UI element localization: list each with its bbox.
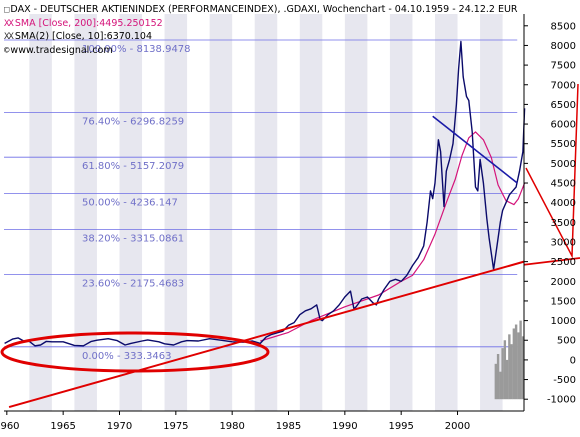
y-tick-label-13: 5500 xyxy=(551,139,576,150)
year-band-4 xyxy=(209,14,233,411)
volume-bar-7 xyxy=(510,344,513,400)
year-band-7 xyxy=(344,14,368,411)
x-tick-label-4: 1980 xyxy=(219,421,244,432)
fib-label-5: 23.60% - 2175.4683 xyxy=(82,278,184,289)
y-tick-label-0: -1000 xyxy=(547,395,576,406)
y-tick-label-17: 7500 xyxy=(551,61,576,72)
y-tick-label-7: 2500 xyxy=(551,257,576,268)
legend-sma10: XX SMA(2) [Close, 10]:6370.104 xyxy=(4,31,152,43)
fib-label-6: 0.00% - 333.3463 xyxy=(82,351,171,362)
y-tick-label-1: -500 xyxy=(553,375,576,386)
fib-label-1: 76.40% - 6296.8259 xyxy=(82,116,184,127)
fib-label-2: 61.80% - 5157.2079 xyxy=(82,161,184,172)
year-band-1 xyxy=(74,14,97,411)
year-band-5 xyxy=(254,14,278,411)
legend-source: © www.tradesignal.com xyxy=(4,45,113,57)
volume-bar-5 xyxy=(505,359,509,400)
chart-axes: -1000 -500 0 500 1000 1500 2000 2500 3000 3500 400… xyxy=(0,14,576,432)
volume-histogram xyxy=(494,320,525,400)
volume-bar-10 xyxy=(517,332,520,400)
legend-sma200-text: SMA [Close, 200]:4495.250152 xyxy=(14,18,163,29)
volume-bar-8 xyxy=(512,328,516,400)
falling-trendline xyxy=(432,115,518,184)
volume-bar-4 xyxy=(503,340,507,400)
projection-arrow xyxy=(525,83,579,259)
legend-sma200: XX SMA [Close, 200]:4495.250152 xyxy=(4,18,163,30)
volume-bar-1 xyxy=(496,354,500,400)
x-tick-label-8: 2000 xyxy=(445,421,470,432)
y-tick-label-15: 6500 xyxy=(551,100,576,111)
trendline-annotations xyxy=(0,83,580,409)
x-tick-label-7: 1995 xyxy=(388,421,413,432)
year-band-10 xyxy=(480,14,503,411)
y-tick-label-19: 8500 xyxy=(551,21,576,32)
x-tick-label-1: 1965 xyxy=(50,421,75,432)
support-trendline xyxy=(8,260,525,409)
fib-label-3: 50.00% - 4236.147 xyxy=(82,197,178,208)
volume-bar-3 xyxy=(501,348,504,400)
y-tick-label-11: 4500 xyxy=(551,179,576,190)
series-marker-icon: □ xyxy=(4,5,10,15)
legend-title: □ DAX - DEUTSCHER AKTIENINDEX (PERFORMANC… xyxy=(4,4,518,16)
alternating-year-bands xyxy=(29,14,503,411)
legend-sma10-text: SMA(2) [Close, 10]:6370.104 xyxy=(14,31,152,42)
fib-label-0: 100.00% - 8138.9478 xyxy=(82,44,191,55)
consolidation-ellipse xyxy=(0,331,270,373)
x-tick-label-5: 1985 xyxy=(276,421,301,432)
legend-title-text: DAX - DEUTSCHER AKTIENINDEX (PERFORMANCE… xyxy=(10,4,518,15)
volume-bar-0 xyxy=(494,363,498,400)
year-band-2 xyxy=(119,14,143,411)
volume-bar-12 xyxy=(521,336,525,400)
y-tick-label-4: 1000 xyxy=(551,316,576,327)
copyright-icon: © xyxy=(4,46,10,56)
y-tick-label-10: 4000 xyxy=(551,198,576,209)
sma200-marker-icon: XX xyxy=(4,19,14,29)
x-tick-label-6: 1990 xyxy=(332,421,357,432)
y-tick-label-9: 3500 xyxy=(551,218,576,229)
x-tick-label-0: 1960 xyxy=(0,421,20,432)
fib-label-4: 38.20% - 3315.0861 xyxy=(82,234,184,245)
sma10-marker-icon: XX xyxy=(4,32,14,42)
year-band-3 xyxy=(164,14,188,411)
year-band-0 xyxy=(29,14,52,411)
sma200-line xyxy=(260,131,526,342)
volume-bar-11 xyxy=(519,320,522,400)
year-band-6 xyxy=(299,14,323,411)
year-band-8 xyxy=(389,14,413,411)
y-tick-label-16: 7000 xyxy=(551,80,576,91)
support-trendline-extension xyxy=(523,257,580,266)
y-tick-label-18: 8000 xyxy=(551,41,576,52)
y-tick-label-5: 1500 xyxy=(551,296,576,307)
y-tick-label-8: 3000 xyxy=(551,237,576,248)
y-tick-label-3: 500 xyxy=(557,336,576,347)
x-tick-label-3: 1975 xyxy=(163,421,188,432)
y-tick-label-6: 2000 xyxy=(551,277,576,288)
y-tick-label-12: 5000 xyxy=(551,159,576,170)
volume-bar-9 xyxy=(514,324,518,400)
x-tick-label-2: 1970 xyxy=(107,421,132,432)
volume-bar-6 xyxy=(508,334,511,400)
y-tick-label-2: 0 xyxy=(570,355,576,366)
fibonacci-retracement-levels: 100.00% - 8138.9478 76.40% - 6296.8259 61.… xyxy=(4,39,518,362)
volume-bar-2 xyxy=(499,371,502,400)
y-tick-label-14: 6000 xyxy=(551,120,576,131)
legend-source-text: www.tradesignal.com xyxy=(10,45,113,56)
year-band-9 xyxy=(434,14,458,411)
